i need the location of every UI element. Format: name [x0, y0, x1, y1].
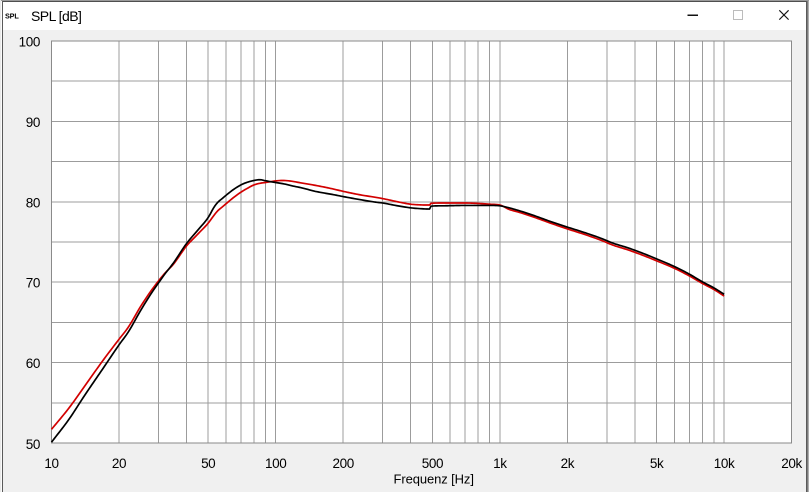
svg-text:10k: 10k: [714, 456, 735, 471]
svg-text:60: 60: [26, 356, 40, 371]
svg-text:80: 80: [26, 195, 40, 210]
svg-text:50: 50: [26, 437, 40, 452]
svg-text:90: 90: [26, 115, 40, 130]
svg-text:5k: 5k: [650, 456, 664, 471]
svg-text:1k: 1k: [493, 456, 507, 471]
svg-text:10: 10: [44, 456, 58, 471]
svg-text:SPL [dB]: SPL [dB]: [31, 8, 81, 24]
svg-text:20: 20: [112, 456, 126, 471]
svg-text:100: 100: [19, 35, 40, 50]
svg-text:Frequenz [Hz]: Frequenz [Hz]: [394, 472, 474, 487]
svg-text:200: 200: [333, 456, 354, 471]
svg-text:SPL: SPL: [5, 11, 19, 20]
svg-text:70: 70: [26, 276, 40, 291]
svg-text:500: 500: [422, 456, 443, 471]
svg-text:50: 50: [201, 456, 215, 471]
svg-text:20k: 20k: [781, 456, 802, 471]
svg-text:2k: 2k: [561, 456, 575, 471]
svg-text:100: 100: [265, 456, 286, 471]
